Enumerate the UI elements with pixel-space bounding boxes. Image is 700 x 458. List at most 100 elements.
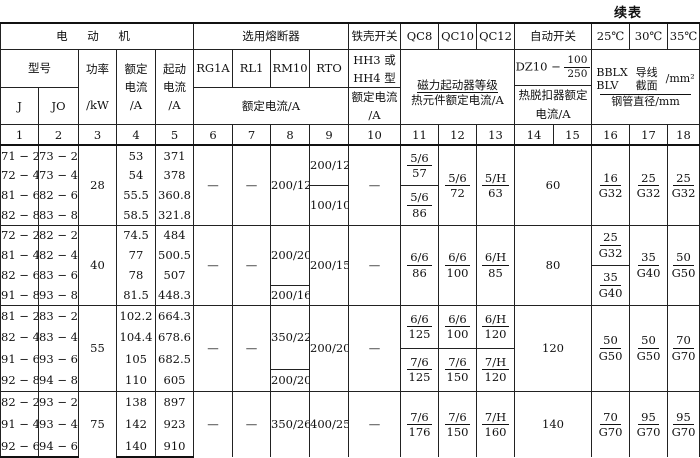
header-30c: 30℃ xyxy=(629,22,668,50)
denominator: G32 xyxy=(598,245,623,260)
column-number: 2 xyxy=(38,124,79,147)
cell-start: 678.6 xyxy=(155,326,194,349)
cell-rated: 105 xyxy=(116,348,156,370)
table-row: 82 − 4 83 − 4 104.4 678.6 xyxy=(0,326,700,349)
trip-rated: 热脱扣器额定 电流/A xyxy=(515,85,591,123)
numerator: 7/6 xyxy=(407,410,432,425)
fraction: 6/6 125 xyxy=(407,312,432,342)
cell-qc8: 5/6 57 xyxy=(400,144,439,186)
power-unit: /kW xyxy=(86,98,109,113)
cell-qc10: 7/6 150 xyxy=(438,348,477,392)
cell-qc12: 7/H 120 xyxy=(476,348,515,392)
numerator: 95 xyxy=(673,410,694,425)
column-number: 7 xyxy=(232,124,271,147)
numerator: 5/H xyxy=(481,171,510,186)
table-row: 92 − 6 94 − 6 140 910 xyxy=(0,435,700,458)
cell-auto-switch: 140 xyxy=(514,390,592,458)
denominator: G32 xyxy=(636,186,661,200)
numerator: 25 xyxy=(600,230,621,246)
cell-auto-switch: 120 xyxy=(514,304,592,392)
column-number: 8 xyxy=(270,124,310,147)
table-row: 82 − 6 83 − 6 78 507 35 G40 xyxy=(0,265,700,306)
fraction: 7/6 150 xyxy=(445,410,470,440)
cell-start: 321.8 xyxy=(155,205,194,226)
fraction: 70 G70 xyxy=(599,410,623,440)
cell-rated: 110 xyxy=(116,369,156,392)
cell-auto-switch: 80 xyxy=(514,224,592,306)
table-row: 81 − 283 − 255102.2664.3——350/225200/200… xyxy=(0,304,700,392)
numerator: 16 xyxy=(600,171,621,186)
trip-label-1: 热脱扣器额定 xyxy=(518,88,588,103)
cell-j: 72 − 4 xyxy=(0,165,39,186)
table-row: 82 − 293 − 275138897——350/260400/250—7/6… xyxy=(0,390,700,458)
cell-rto: 100/100 xyxy=(309,185,349,226)
cell-rm10: 350/260 xyxy=(270,390,310,458)
denominator: G70 xyxy=(671,348,696,363)
cell-jo: 83 − 8 xyxy=(38,205,79,226)
cell-qc12: 5/H 63 xyxy=(476,144,515,226)
denominator: G50 xyxy=(671,265,696,280)
cell-j: 91 − 8 xyxy=(0,285,39,306)
column-number: 17 xyxy=(629,124,668,147)
numerator: 6/6 xyxy=(407,250,432,266)
column-number: 14 xyxy=(514,124,554,147)
denominator: 100 xyxy=(446,327,469,342)
denominator: 72 xyxy=(450,186,465,200)
cell-qc12: 7/H 160 xyxy=(476,390,515,458)
fraction: 6/6 100 xyxy=(445,250,470,280)
cell-w35: 50 G50 xyxy=(667,224,700,306)
cell-qc10: 7/6 150 xyxy=(438,390,477,458)
hh-label-3: 额定电流 xyxy=(351,90,398,105)
fraction: 7/6 176 xyxy=(407,410,432,440)
header-jo: JO xyxy=(38,87,79,126)
cell-rated: 58.5 xyxy=(116,205,156,226)
numerator: 5/6 xyxy=(407,190,432,206)
header-start-current: 起动 电流 /A xyxy=(155,48,194,126)
denominator: G70 xyxy=(671,425,696,439)
column-number-row: 1 2 3 4 5 6 7 8 9 10 11 12 13 14 15 16 17 18 xyxy=(0,124,700,147)
cell-rl1: — xyxy=(232,304,271,392)
cell-power: 28 xyxy=(78,144,117,226)
wire-label-2: 截面 xyxy=(635,79,658,93)
cell-qc10: 6/6 100 xyxy=(438,224,477,306)
cell-power: 40 xyxy=(78,224,117,306)
cell-j: 72 − 2 xyxy=(0,224,39,246)
denominator: G70 xyxy=(636,425,661,439)
fraction: 5/6 72 xyxy=(445,171,470,201)
header-25c: 25℃ xyxy=(591,22,630,50)
numerator: 7/6 xyxy=(407,355,432,371)
denominator: G40 xyxy=(636,265,661,280)
starter-grade: 磁力起动器等级 xyxy=(417,78,498,94)
cell-w30: 95 G70 xyxy=(629,390,668,458)
header-rated-current: 额定 电流 /A xyxy=(116,48,156,126)
numerator: 95 xyxy=(638,410,659,425)
fraction: 50 G50 xyxy=(637,333,661,363)
rated-label-3: /A xyxy=(129,98,143,113)
cell-w25: 16 G32 xyxy=(591,144,630,226)
column-number: 18 xyxy=(667,124,700,147)
denominator: G70 xyxy=(598,425,623,439)
start-label-2: 电流 xyxy=(163,80,186,95)
fraction: 35 G40 xyxy=(637,250,661,280)
numerator: 7/6 xyxy=(445,355,470,371)
cell-qc10: 5/6 72 xyxy=(438,144,477,226)
cell-rg1a: — xyxy=(193,144,233,226)
cell-jo: 82 − 6 xyxy=(38,185,79,206)
denominator: 125 xyxy=(408,327,431,342)
header-motor: 电 动 机 xyxy=(0,22,194,50)
cell-rated: 138 xyxy=(116,390,156,414)
cell-j: 82 − 4 xyxy=(0,326,39,349)
column-number: 13 xyxy=(476,124,515,147)
fraction: 7/H 160 xyxy=(481,410,510,440)
header-iron-switch: 铁壳开关 xyxy=(348,22,401,50)
denominator: G50 xyxy=(636,348,661,363)
cell-rm10: 200/125 xyxy=(270,144,310,226)
cell-j: 82 − 2 xyxy=(0,390,39,414)
column-number: 3 xyxy=(78,124,117,147)
cell-start: 923 xyxy=(155,413,194,436)
cell-start: 360.8 xyxy=(155,185,194,206)
cell-rated: 78 xyxy=(116,265,156,286)
cell-qc8: 6/6 125 xyxy=(400,304,439,349)
header-fuse-rated: 额定电流/A xyxy=(193,87,349,126)
fraction: 7/6 125 xyxy=(407,355,432,385)
